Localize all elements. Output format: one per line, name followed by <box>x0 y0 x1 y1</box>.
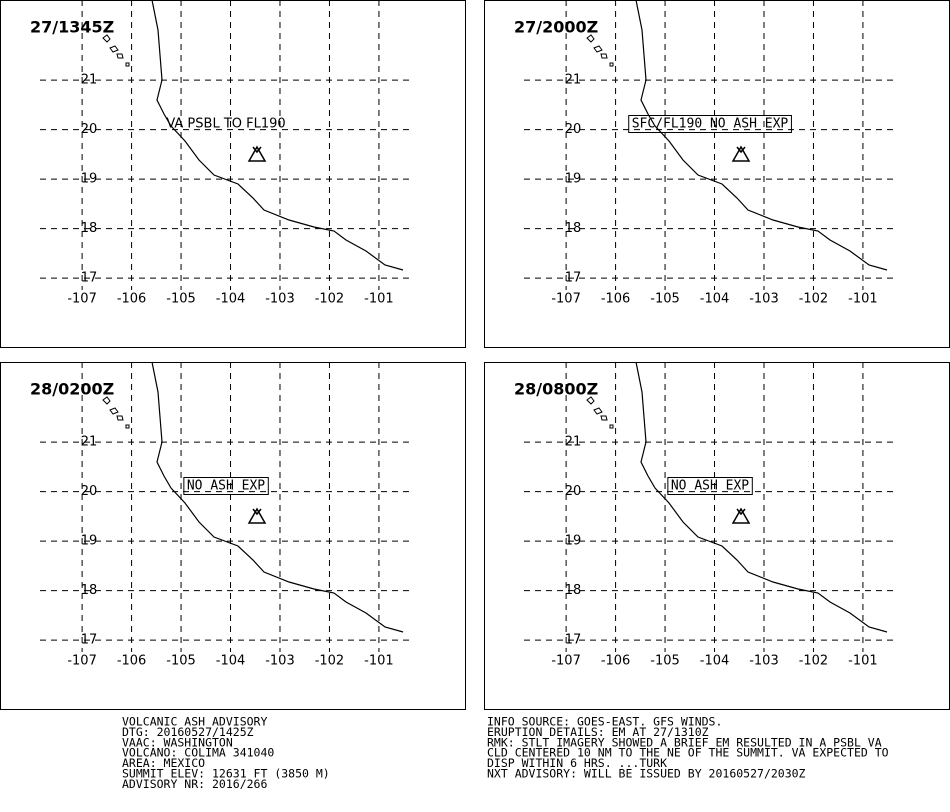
x-tick-label: -107 <box>551 292 581 307</box>
advisory-line: INFO SOURCE: GOES-EAST. GFS WINDS. <box>487 715 722 729</box>
x-tick-label: -106 <box>601 654 631 669</box>
x-tick-label: -101 <box>364 292 394 307</box>
panel-border <box>0 0 466 348</box>
y-tick-label: 21 <box>565 73 582 88</box>
annotation: VA PSBL TO FL190 <box>166 117 285 132</box>
annotation-box <box>628 115 792 133</box>
x-tick-label: -106 <box>117 654 147 669</box>
x-tick-label: -101 <box>848 654 878 669</box>
x-tick-label: -102 <box>799 654 829 669</box>
x-tick-label: -107 <box>67 292 97 307</box>
advisory-line: CLD CENTERED 10 NM TO THE NE OF THE SUMM… <box>487 746 889 760</box>
advisory-line: VAAC: WASHINGTON <box>122 735 233 749</box>
x-tick-label: -103 <box>749 654 779 669</box>
advisory-line: SUMMIT ELEV: 12631 FT (3850 M) <box>122 767 330 781</box>
y-tick-label: 20 <box>81 484 98 499</box>
y-tick-label: 17 <box>81 271 98 286</box>
y-tick-label: 19 <box>565 534 582 549</box>
x-tick-label: -105 <box>650 654 680 669</box>
x-tick-label: -102 <box>315 292 345 307</box>
advisory-line: VOLCANIC ASH ADVISORY <box>122 715 267 729</box>
y-tick-label: 20 <box>565 122 582 137</box>
y-tick-label: 20 <box>565 484 582 499</box>
advisory-line: VOLCANO: COLIMA 341040 <box>122 746 274 760</box>
x-tick-label: -106 <box>601 292 631 307</box>
valid-time: 27/2000Z <box>514 18 598 37</box>
y-tick-label: 21 <box>81 435 98 450</box>
annotation-box <box>667 477 753 495</box>
x-tick-label: -103 <box>265 292 295 307</box>
annotation: NO ASH EXP <box>187 479 265 494</box>
y-tick-label: 19 <box>565 172 582 187</box>
annotation-box <box>183 477 269 495</box>
x-tick-label: -101 <box>848 292 878 307</box>
valid-time: 27/1345Z <box>30 18 114 37</box>
x-tick-label: -102 <box>799 292 829 307</box>
y-tick-label: 20 <box>81 122 98 137</box>
y-tick-label: 18 <box>81 221 98 236</box>
coastline <box>586 361 888 633</box>
advisory-line: AREA: MEXICO <box>122 756 205 770</box>
annotation: NO ASH EXP <box>671 479 749 494</box>
map-panel: -107 -106 -105 -104 -103 -102 -101 17 18 19 20 21 27… <box>0 0 466 348</box>
x-tick-label: -104 <box>700 654 730 669</box>
x-tick-label: -103 <box>749 292 779 307</box>
y-tick-label: 17 <box>565 633 582 648</box>
y-tick-label: 19 <box>81 172 98 187</box>
panel-border <box>0 362 466 710</box>
advisory-line: ERUPTION DETAILS: EM AT 27/1310Z <box>487 725 709 739</box>
map-panel: -107 -106 -105 -104 -103 -102 -101 17 18 19 20 21 28… <box>484 361 950 710</box>
y-tick-label: 21 <box>565 435 582 450</box>
y-tick-label: 21 <box>81 73 98 88</box>
x-tick-label: -104 <box>700 292 730 307</box>
x-tick-label: -105 <box>166 654 196 669</box>
y-tick-label: 19 <box>81 534 98 549</box>
x-tick-label: -103 <box>265 654 295 669</box>
y-tick-label: 17 <box>565 271 582 286</box>
map-panel: -107 -106 -105 -104 -103 -102 -101 17 18 19 20 21 28… <box>0 361 466 710</box>
x-tick-label: -106 <box>117 292 147 307</box>
advisory-line: RMK: STLT IMAGERY SHOWED A BRIEF EM RESU… <box>487 735 882 749</box>
x-tick-label: -102 <box>315 654 345 669</box>
advisory-line: DISP WITHIN 6 HRS. ...TURK <box>487 756 667 770</box>
advisory-line: ADVISORY NR: 2016/266 <box>122 777 267 791</box>
valid-time: 28/0800Z <box>514 380 598 399</box>
x-tick-label: -107 <box>551 654 581 669</box>
x-tick-label: -105 <box>650 292 680 307</box>
x-tick-label: -104 <box>216 654 246 669</box>
coastline <box>586 0 888 271</box>
x-tick-label: -107 <box>67 654 97 669</box>
advisory-line: DTG: 20160527/1425Z <box>122 725 254 739</box>
advisory-line: NXT ADVISORY: WILL BE ISSUED BY 20160527… <box>487 767 806 781</box>
coastline <box>102 0 404 271</box>
valid-time: 28/0200Z <box>30 380 114 399</box>
x-tick-label: -101 <box>364 654 394 669</box>
x-tick-label: -105 <box>166 292 196 307</box>
y-tick-label: 18 <box>565 221 582 236</box>
y-tick-label: 18 <box>565 583 582 598</box>
map-panel: -107 -106 -105 -104 -103 -102 -101 17 18 19 20 21 27… <box>484 0 950 348</box>
annotation: SFC/FL190 NO ASH EXP <box>632 117 789 132</box>
coastline <box>102 361 404 633</box>
x-tick-label: -104 <box>216 292 246 307</box>
y-tick-label: 18 <box>81 583 98 598</box>
y-tick-label: 17 <box>81 633 98 648</box>
